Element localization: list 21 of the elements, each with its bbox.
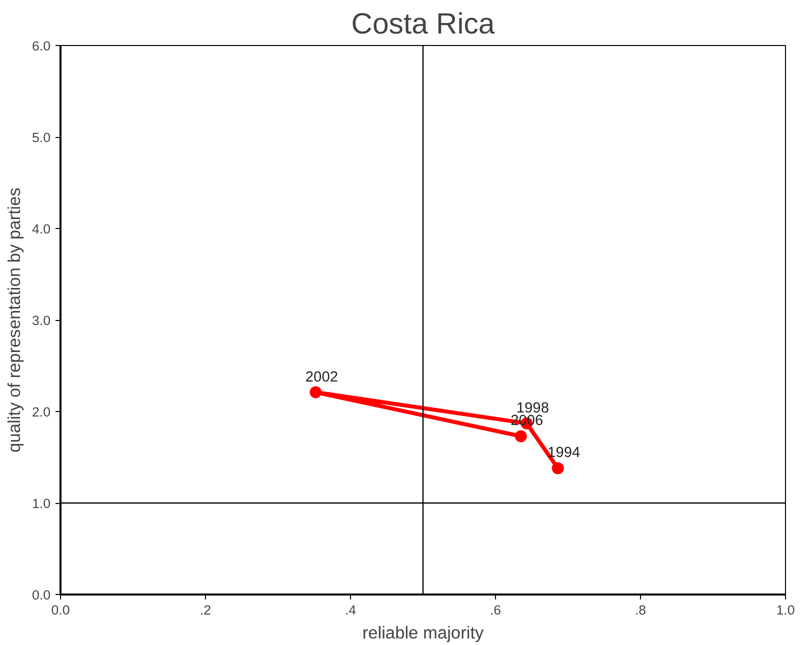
y-tick-label: 5.0 bbox=[32, 130, 51, 145]
x-tick-label: .6 bbox=[490, 602, 502, 618]
x-tick-label: .8 bbox=[634, 602, 646, 618]
x-tick-label: 1.0 bbox=[776, 602, 795, 618]
annotation: 1994 bbox=[548, 445, 580, 462]
y-tick-label: 2.0 bbox=[32, 404, 51, 420]
x-tick-label: .2 bbox=[200, 602, 212, 618]
chart-title: Costa Rica bbox=[351, 8, 496, 40]
point bbox=[552, 462, 564, 474]
x-axis-title: reliable majority bbox=[362, 622, 484, 642]
y-tick-label: 1.0 bbox=[32, 496, 51, 511]
y-tick-label: 0.0 bbox=[32, 588, 51, 602]
y-tick-label: 3.0 bbox=[32, 313, 51, 328]
annotation: 2002 bbox=[305, 369, 338, 386]
x-tick-label: 0.0 bbox=[51, 602, 70, 618]
x-tick-label: .4 bbox=[344, 602, 357, 618]
point bbox=[310, 386, 322, 398]
y-axis-title: quality of representation by parties bbox=[4, 187, 24, 452]
y-tick-label: 4.0 bbox=[32, 222, 51, 236]
point bbox=[514, 430, 527, 442]
y-tick-label: 6.0 bbox=[32, 38, 51, 54]
